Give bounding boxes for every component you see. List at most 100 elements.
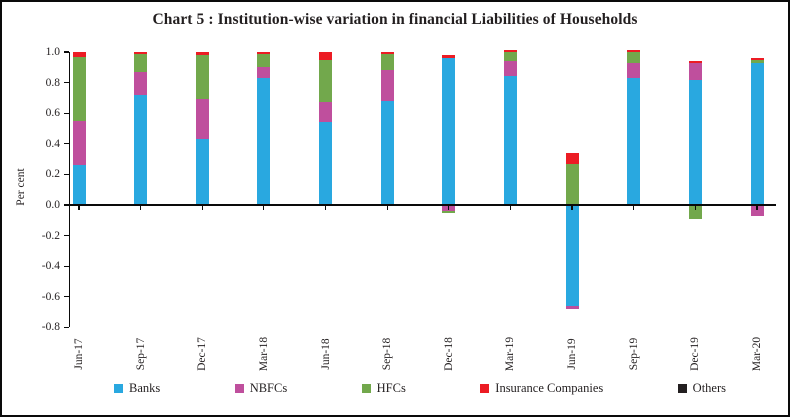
bar-segment bbox=[442, 211, 456, 213]
y-tick-label: -0.6 bbox=[41, 290, 60, 303]
bar-segment bbox=[134, 52, 148, 54]
legend-swatch bbox=[361, 384, 371, 393]
bar-segment bbox=[72, 165, 86, 205]
bar-segment bbox=[442, 55, 456, 59]
bar-segment bbox=[319, 52, 333, 60]
x-tick-label: Sep-19 bbox=[627, 337, 640, 371]
bar-segment bbox=[688, 205, 702, 219]
x-tick-label: Jun-19 bbox=[566, 338, 579, 370]
y-axis-tick bbox=[63, 296, 69, 298]
legend-item: Others bbox=[677, 381, 726, 396]
x-axis-tick bbox=[756, 205, 758, 210]
y-axis-tick bbox=[63, 51, 69, 53]
x-tick-label: Mar-20 bbox=[751, 336, 763, 372]
x-tick-label: Jun-17 bbox=[73, 338, 85, 370]
x-tick-label: Sep-17 bbox=[134, 337, 147, 371]
bar-segment bbox=[257, 78, 271, 205]
bar-segment bbox=[503, 50, 517, 52]
bar-segment bbox=[134, 53, 148, 72]
y-axis-line bbox=[68, 52, 70, 328]
x-axis-tick bbox=[386, 205, 388, 210]
legend-swatch bbox=[234, 384, 244, 393]
legend-label: Insurance Companies bbox=[495, 381, 604, 395]
x-axis-tick bbox=[78, 205, 80, 210]
x-axis-tick bbox=[509, 205, 512, 210]
bar-segment bbox=[380, 52, 394, 54]
bar-segment bbox=[688, 61, 702, 63]
legend-label: Others bbox=[692, 381, 726, 395]
y-axis-tick bbox=[63, 235, 69, 237]
bar-segment bbox=[688, 79, 702, 205]
bar-segment bbox=[195, 139, 209, 205]
bar-segment bbox=[503, 76, 517, 205]
x-tick-label: Jun-18 bbox=[319, 338, 332, 370]
y-tick-label: 0.2 bbox=[45, 168, 60, 181]
legend-item: Banks bbox=[114, 381, 160, 396]
bar-segment bbox=[627, 50, 641, 52]
bar-segment bbox=[565, 305, 579, 310]
bar-segment bbox=[380, 70, 394, 101]
x-axis-tick bbox=[694, 205, 696, 210]
y-tick-label: -0.8 bbox=[41, 321, 60, 334]
bar-segment bbox=[750, 205, 764, 216]
x-axis-zero-line bbox=[70, 204, 776, 206]
legend-label: NBFCs bbox=[249, 381, 288, 395]
y-tick-label: 0.8 bbox=[45, 76, 60, 89]
x-axis-tick bbox=[448, 205, 450, 210]
bar-segment bbox=[257, 52, 271, 54]
y-tick-label: 0.6 bbox=[45, 107, 60, 120]
y-axis-tick bbox=[63, 82, 69, 84]
bar-segment bbox=[257, 67, 271, 78]
y-axis-tick bbox=[63, 326, 69, 328]
x-axis-tick bbox=[571, 205, 573, 210]
bar-segment bbox=[750, 59, 764, 63]
bar-segment bbox=[750, 62, 764, 205]
bar-segment bbox=[195, 99, 209, 140]
y-axis-tick bbox=[63, 204, 69, 206]
legend: Banks NBFCs HFCs Insurance Companies Others bbox=[114, 381, 726, 396]
legend-label: Banks bbox=[129, 381, 161, 395]
y-tick-label: -0.2 bbox=[41, 229, 60, 242]
bar-segment bbox=[195, 52, 209, 56]
x-tick-label: Dec-19 bbox=[689, 337, 702, 371]
bar-segment bbox=[380, 53, 394, 71]
y-axis-tick bbox=[63, 112, 69, 114]
y-tick-label: 1.0 bbox=[45, 46, 60, 58]
legend-swatch bbox=[114, 384, 123, 393]
bar-segment bbox=[565, 163, 579, 205]
bar-segment bbox=[319, 102, 333, 123]
bar-segment bbox=[319, 122, 333, 205]
legend-item: NBFCs bbox=[234, 381, 288, 396]
x-axis-tick bbox=[263, 205, 265, 210]
x-axis-tick bbox=[633, 205, 635, 210]
chart-title: Chart 5 : Institution-wise variation in … bbox=[152, 11, 638, 28]
x-axis-tick bbox=[324, 205, 327, 210]
x-tick-label: Mar-18 bbox=[257, 336, 270, 372]
x-tick-label: Sep-18 bbox=[381, 337, 394, 371]
legend-item: HFCs bbox=[361, 381, 406, 396]
y-tick-label: 0.4 bbox=[45, 137, 60, 150]
bar-segment bbox=[442, 58, 456, 205]
bar-segment bbox=[565, 205, 579, 306]
bar-segment bbox=[72, 52, 86, 57]
bar-segment bbox=[503, 61, 517, 77]
y-axis-tick bbox=[63, 265, 69, 267]
legend-swatch bbox=[480, 384, 490, 393]
bar-segment bbox=[134, 94, 148, 205]
y-axis-tick bbox=[63, 143, 69, 145]
x-axis-tick bbox=[140, 205, 142, 210]
y-axis-tick bbox=[63, 173, 69, 175]
bar-segment bbox=[750, 58, 764, 60]
y-tick-label: 0.0 bbox=[45, 199, 60, 211]
bar-segment bbox=[380, 100, 394, 205]
legend-item: Insurance Companies bbox=[480, 381, 603, 396]
bar-segment bbox=[565, 152, 579, 164]
bar-segment bbox=[688, 62, 702, 80]
bar-segment bbox=[195, 55, 209, 100]
bar-segment bbox=[627, 62, 641, 78]
x-tick-label: Dec-17 bbox=[196, 337, 209, 371]
legend-label: HFCs bbox=[376, 381, 406, 395]
bar-segment bbox=[503, 52, 517, 62]
x-axis-tick bbox=[201, 205, 203, 210]
